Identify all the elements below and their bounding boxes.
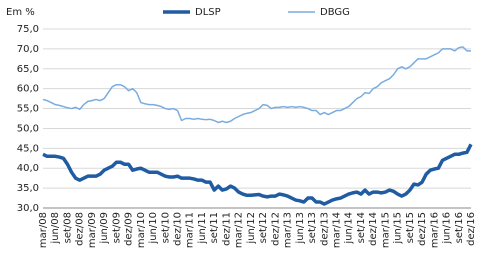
x-tick-label: dez/13 (319, 212, 330, 246)
x-tick-label: mar/15 (380, 212, 391, 248)
x-tick-label: jun/15 (393, 212, 404, 245)
x-tick-label: dez/09 (124, 212, 135, 246)
x-tick-label: jun/14 (344, 212, 355, 245)
y-tick-label: 65,0 (17, 64, 39, 75)
x-tick-label: dez/10 (173, 212, 184, 246)
x-tick-label: set/11 (209, 212, 220, 243)
y-tick-label: 70,0 (17, 44, 39, 55)
y-tick-label: 75,0 (17, 24, 39, 35)
x-tick-label: dez/16 (466, 212, 477, 246)
y-tick-label: 50,0 (17, 123, 39, 134)
x-tick-label: set/14 (356, 212, 367, 243)
line-series (42, 46, 471, 124)
x-tick-label: dez/08 (75, 212, 86, 246)
y-tick-label: 45,0 (17, 143, 39, 154)
x-tick-label: dez/11 (221, 212, 232, 246)
x-tick-label: jun/13 (295, 212, 306, 245)
x-tick-label: mar/13 (283, 212, 294, 248)
x-tick-label: jun/16 (442, 212, 453, 245)
x-tick-label: jun/12 (246, 212, 257, 245)
x-tick-label: mar/12 (234, 212, 245, 248)
y-tick-label: 60,0 (17, 84, 39, 95)
x-tick-label: set/16 (454, 212, 465, 243)
x-tick-label: jun/09 (99, 212, 110, 245)
x-tick-label: mar/10 (136, 212, 147, 248)
x-tick-label: set/15 (405, 212, 416, 243)
x-tick-label: set/10 (160, 212, 171, 243)
x-tick-label: dez/12 (270, 212, 281, 246)
x-tick-label: set/12 (258, 212, 269, 243)
y-tick-label: 35,0 (17, 183, 39, 194)
x-tick-label: dez/15 (417, 212, 428, 246)
y-tick-label: 55,0 (17, 104, 39, 115)
y-tick-label: 40,0 (17, 163, 39, 174)
x-tick-label: set/13 (307, 212, 318, 243)
x-tick-label: jun/08 (50, 212, 61, 245)
legend-label: DBGG (320, 7, 350, 18)
x-tick-label: mar/09 (87, 212, 98, 248)
x-tick-label: dez/14 (368, 212, 379, 246)
x-tick-label: jun/10 (148, 212, 159, 245)
legend-label: DLSP (195, 7, 221, 18)
x-tick-label: mar/14 (331, 212, 342, 248)
x-tick-label: mar/16 (429, 212, 440, 248)
x-tick-label: mar/11 (185, 212, 196, 248)
y-axis-label: Em % (6, 7, 35, 18)
x-tick-label: set/09 (111, 212, 122, 243)
line-series (42, 143, 473, 206)
x-tick-label: jun/11 (197, 212, 208, 245)
x-tick-label: set/08 (62, 212, 73, 243)
x-tick-label: mar/08 (38, 212, 49, 248)
y-tick-label: 30,0 (17, 203, 39, 214)
